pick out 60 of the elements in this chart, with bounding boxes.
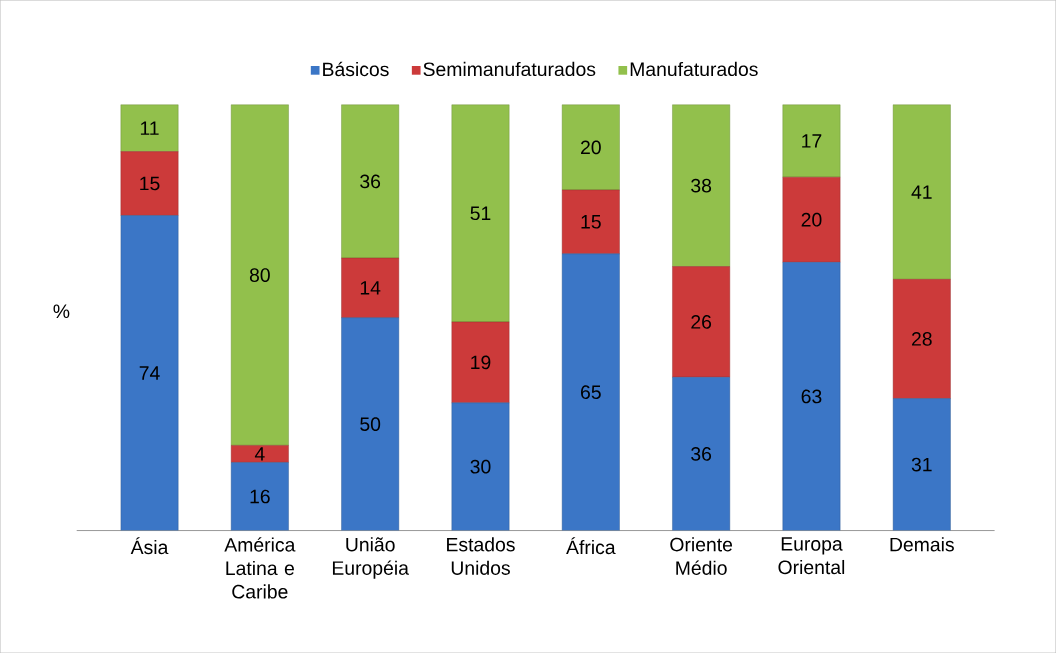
data-label: 30 bbox=[470, 459, 491, 474]
bar bbox=[341, 257, 400, 318]
bar bbox=[120, 104, 179, 152]
data-label: 15 bbox=[581, 215, 601, 229]
x-tick-label: Oriente Médio bbox=[670, 537, 733, 575]
bar bbox=[451, 321, 510, 403]
bar bbox=[892, 104, 951, 280]
data-label: 36 bbox=[691, 446, 712, 461]
bar bbox=[672, 376, 731, 531]
data-label: 41 bbox=[911, 185, 932, 199]
bar bbox=[230, 462, 289, 531]
bar bbox=[230, 445, 289, 463]
data-label: 14 bbox=[360, 281, 381, 295]
x-tick-label: Ásia bbox=[130, 537, 169, 555]
legend-label: Manufaturados bbox=[630, 61, 758, 77]
data-label: 4 bbox=[254, 447, 265, 461]
bar bbox=[782, 104, 841, 178]
bar bbox=[561, 104, 620, 191]
legend-label: Semimanufaturados bbox=[423, 61, 596, 77]
x-tick-label: América Latina e Caribe bbox=[224, 537, 296, 599]
x-tick-label: Europa Oriental bbox=[778, 537, 845, 575]
data-label: 28 bbox=[912, 332, 932, 346]
data-label: 19 bbox=[471, 355, 491, 370]
data-label: 74 bbox=[139, 366, 160, 380]
x-tick-label: Demais bbox=[890, 537, 954, 552]
bar bbox=[451, 104, 510, 323]
bar bbox=[892, 279, 951, 399]
bar bbox=[892, 398, 951, 531]
data-label: 50 bbox=[360, 417, 381, 431]
bar bbox=[120, 215, 179, 531]
bar bbox=[561, 189, 620, 254]
bar bbox=[451, 402, 510, 531]
data-label: 80 bbox=[249, 268, 270, 282]
bar bbox=[782, 262, 841, 531]
data-label: 20 bbox=[581, 140, 601, 155]
data-label: 15 bbox=[140, 176, 160, 191]
bar bbox=[672, 104, 731, 267]
data-label: 63 bbox=[801, 389, 822, 404]
bar bbox=[782, 176, 841, 263]
data-label: 11 bbox=[140, 121, 159, 135]
y-axis-title: % bbox=[53, 304, 70, 318]
x-tick-label: África bbox=[566, 537, 616, 555]
data-label: 51 bbox=[470, 206, 491, 221]
legend-label: Básicos bbox=[323, 61, 389, 77]
data-label: 20 bbox=[801, 212, 822, 227]
bar bbox=[672, 266, 731, 378]
bar bbox=[341, 317, 400, 531]
data-label: 31 bbox=[911, 457, 932, 472]
bar bbox=[561, 253, 620, 531]
bar bbox=[341, 104, 400, 259]
data-label: 65 bbox=[581, 385, 601, 399]
data-label: 38 bbox=[691, 178, 712, 193]
bar bbox=[230, 104, 289, 446]
x-tick-label: Estados Unidos bbox=[447, 537, 515, 575]
bar bbox=[120, 151, 179, 216]
data-label: 16 bbox=[250, 489, 270, 504]
x-tick-label: União Européia bbox=[332, 537, 409, 579]
data-label: 17 bbox=[802, 134, 822, 148]
data-label: 36 bbox=[360, 174, 381, 189]
data-label: 26 bbox=[691, 314, 712, 329]
